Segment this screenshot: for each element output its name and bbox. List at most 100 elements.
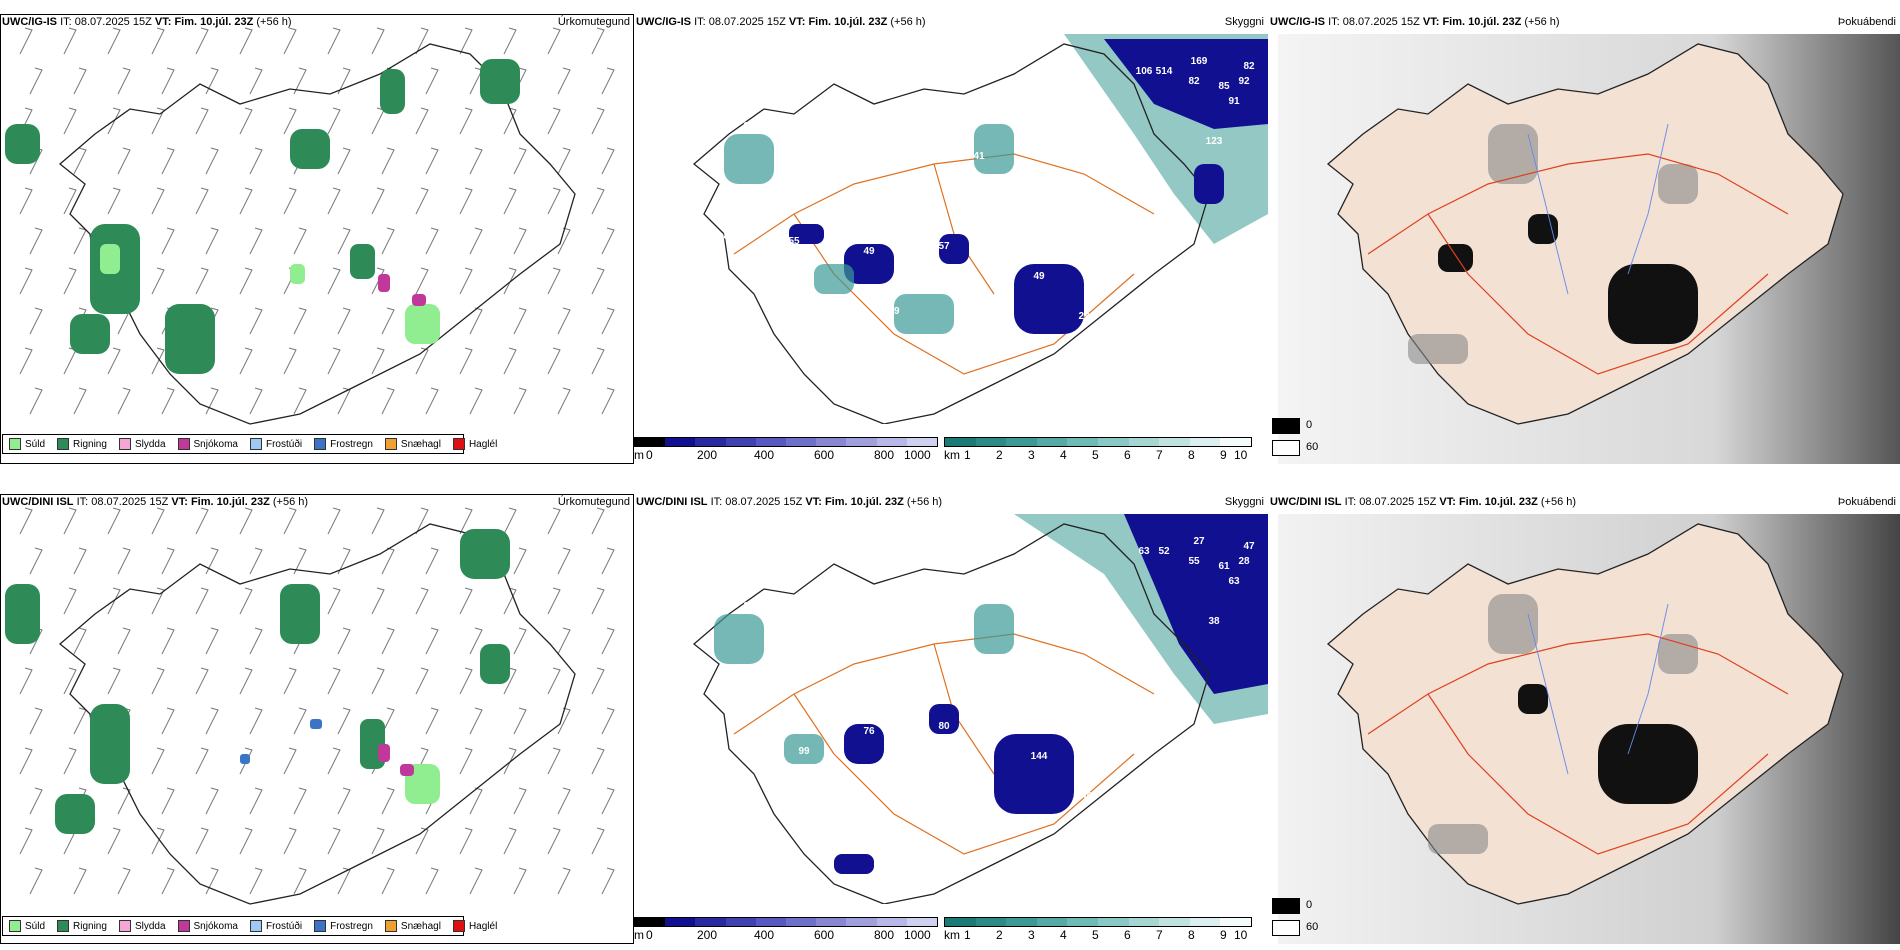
cloud-panel-bottom: UWC/DINI ISL IT: 08.07.2025 15Z VT: Fim.…	[634, 494, 1268, 944]
wind-barb	[425, 67, 439, 95]
cloud-base-label: 29	[1078, 311, 1090, 322]
wind-barb	[249, 307, 263, 335]
wind-barb	[73, 547, 87, 575]
wind-barb	[63, 587, 77, 615]
fog-cores	[1518, 684, 1698, 804]
wind-barb	[151, 27, 165, 55]
wind-barb	[371, 347, 385, 375]
wind-barb	[161, 707, 175, 735]
it-label: IT:	[60, 16, 72, 28]
wind-barb	[239, 347, 253, 375]
wind-barb	[547, 507, 561, 535]
model-name: UWC/IG-IS	[2, 16, 57, 28]
product-name: Þokuábendi	[1837, 496, 1896, 508]
wind-barb	[371, 187, 385, 215]
wind-barb	[601, 787, 615, 815]
wind-barb	[239, 587, 253, 615]
wind-barb	[415, 347, 429, 375]
wind-barb	[327, 107, 341, 135]
wind-barb	[151, 587, 165, 615]
wind-barb	[283, 827, 297, 855]
cloud-base-label: 55	[788, 236, 800, 247]
wind-barb	[513, 787, 527, 815]
wind-barb	[249, 787, 263, 815]
cloud-base-label: 140	[1076, 791, 1093, 802]
cloud-base-label: 123	[1206, 136, 1223, 147]
wind-barb	[415, 667, 429, 695]
wind-barb	[151, 267, 165, 295]
wind-barb	[503, 667, 517, 695]
wind-barb	[503, 107, 517, 135]
wind-barb	[591, 27, 605, 55]
wind-barb	[591, 347, 605, 375]
iceland-land	[1326, 43, 1844, 425]
sea-cloud-deep	[1104, 39, 1268, 129]
product-name: Úrkomutegund	[557, 16, 630, 28]
iceland-land	[1326, 523, 1844, 905]
roads	[1367, 153, 1789, 375]
iceland-coastline	[692, 523, 1210, 904]
wind-barb	[547, 347, 561, 375]
cloud-base-label: 28	[1238, 556, 1250, 567]
wind-barb	[73, 627, 87, 655]
cloud-base-label: 144	[1031, 751, 1048, 762]
precip-panel-bottom: UWC/DINI ISL IT: 08.07.2025 15Z VT: Fim.…	[0, 494, 634, 944]
wind-barb	[415, 27, 429, 55]
wind-barb	[513, 627, 527, 655]
cloud-base-label: 63	[1138, 546, 1150, 557]
roads	[733, 153, 1155, 375]
wind-barb	[337, 547, 351, 575]
wind-barb	[63, 507, 77, 535]
wind-barb	[469, 707, 483, 735]
wind-barb	[513, 707, 527, 735]
wind-barb	[337, 707, 351, 735]
wind-barb	[327, 587, 341, 615]
drizzle-areas	[405, 764, 440, 804]
wind-barb	[381, 867, 395, 895]
wind-barb	[415, 587, 429, 615]
wind-barb	[151, 667, 165, 695]
wind-barb	[503, 267, 517, 295]
drizzle-areas	[100, 244, 440, 344]
wind-barb	[591, 667, 605, 695]
wind-barb	[327, 667, 341, 695]
wind-barb	[327, 507, 341, 535]
wind-barb	[293, 67, 307, 95]
wind-barb	[415, 187, 429, 215]
cloud-base-label: 79	[788, 716, 800, 727]
wind-barb	[117, 787, 131, 815]
wind-barbs	[19, 507, 615, 895]
fog-legend-high: 60	[1306, 921, 1319, 933]
wind-barb	[239, 187, 253, 215]
fog-grey	[1428, 594, 1698, 854]
wind-barb	[425, 387, 439, 415]
roads	[1367, 633, 1789, 855]
wind-barb	[327, 347, 341, 375]
panel-header: UWC/DINI ISL IT: 08.07.2025 15Z VT: Fim.…	[636, 496, 943, 508]
wind-barb	[513, 147, 527, 175]
wind-barb	[73, 387, 87, 415]
wind-barb	[591, 187, 605, 215]
wind-barb	[557, 787, 571, 815]
wind-barb	[283, 27, 297, 55]
wind-barb	[557, 147, 571, 175]
wind-barb	[513, 307, 527, 335]
wind-barb	[151, 747, 165, 775]
wind-barb	[107, 347, 121, 375]
wind-barb	[19, 827, 33, 855]
wind-barb	[547, 107, 561, 135]
wind-barb	[415, 507, 429, 535]
wind-barb	[415, 267, 429, 295]
wind-barb	[293, 387, 307, 415]
wind-barb	[239, 267, 253, 295]
wind-barb	[205, 867, 219, 895]
cloud-base-label: 88	[958, 696, 970, 707]
wind-barb	[107, 187, 121, 215]
wind-barb	[117, 67, 131, 95]
cloud-base-label: 514	[1156, 66, 1173, 77]
wind-barb	[29, 787, 43, 815]
wind-barb	[469, 227, 483, 255]
wind-barb	[601, 707, 615, 735]
wind-barb	[459, 747, 473, 775]
wind-barb	[283, 187, 297, 215]
